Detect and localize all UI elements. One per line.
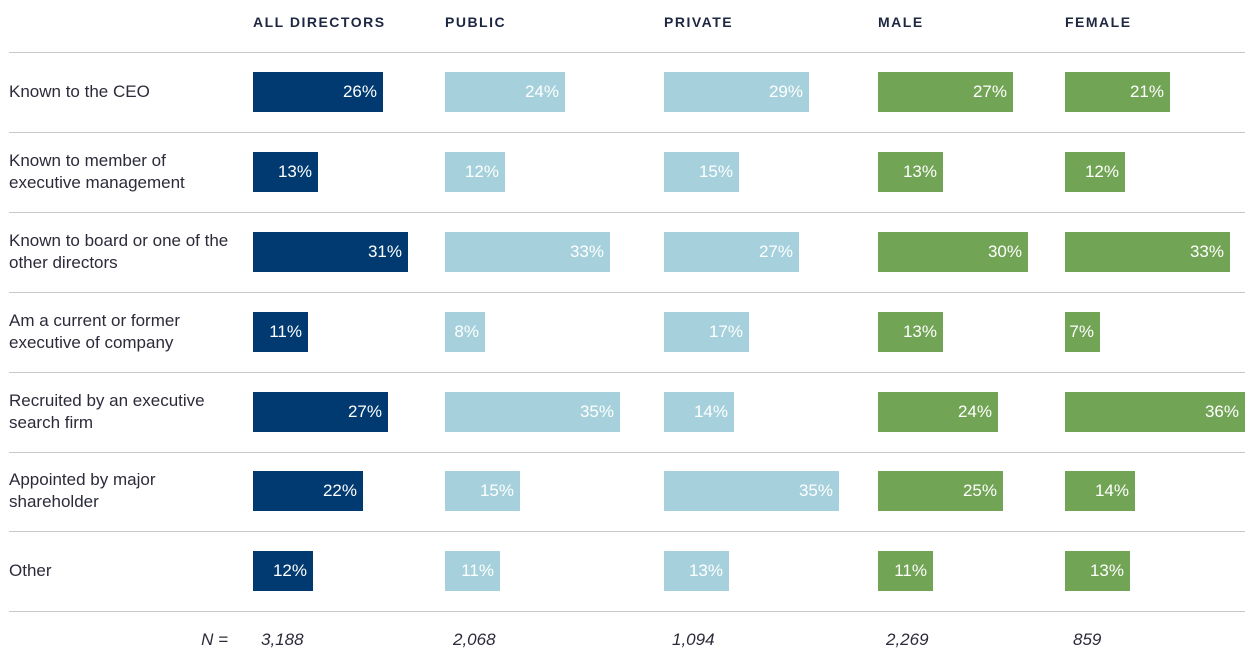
row-label: Known to board or one of the other direc…	[9, 230, 229, 272]
bar: 12%	[1065, 151, 1125, 192]
bar: 11%	[253, 311, 308, 352]
value-label: 13%	[902, 321, 937, 341]
value-label: 15%	[698, 161, 733, 181]
value-label: 13%	[1089, 561, 1124, 581]
value-label: 14%	[693, 401, 728, 421]
bar: 15%	[664, 151, 739, 192]
bar: 14%	[1065, 471, 1135, 512]
bar: 33%	[1065, 231, 1230, 272]
bar: 27%	[878, 71, 1013, 112]
value-label: 33%	[569, 241, 604, 261]
value-label: 27%	[758, 241, 793, 261]
value-label: 27%	[347, 401, 382, 421]
row-label: Am a current or former executive of comp…	[9, 310, 180, 352]
value-label: 7%	[1069, 321, 1094, 341]
bar: 35%	[664, 471, 839, 512]
value-label: 11%	[269, 321, 302, 341]
value-label: 27%	[972, 81, 1007, 101]
separator	[9, 371, 1245, 373]
bar: 12%	[253, 551, 313, 592]
footer-label: N =	[201, 630, 228, 649]
value-label: 21%	[1129, 81, 1164, 101]
value-label: 17%	[708, 321, 743, 341]
value-label: 25%	[962, 481, 997, 501]
row-label: Known to the CEO	[9, 81, 150, 101]
separator	[9, 611, 1245, 613]
row-label: Recruited by an executive search firm	[9, 390, 205, 432]
row-label: Appointed by major shareholder	[9, 470, 156, 512]
bar: 35%	[445, 391, 620, 432]
bar: 30%	[878, 231, 1028, 272]
value-label: 29%	[768, 81, 803, 101]
bar: 33%	[445, 231, 610, 272]
value-label: 13%	[902, 161, 937, 181]
value-label: 12%	[1084, 161, 1119, 181]
value-label: 11%	[894, 561, 927, 581]
value-label: 26%	[342, 81, 377, 101]
value-label: 36%	[1204, 401, 1239, 421]
value-label: 12%	[272, 561, 307, 581]
value-label: 24%	[524, 81, 559, 101]
separator	[9, 451, 1245, 453]
separator	[9, 52, 1245, 53]
column-header: MALE	[878, 14, 924, 30]
column-header: PRIVATE	[664, 14, 734, 30]
value-label: 14%	[1094, 481, 1129, 501]
bar: 27%	[664, 231, 799, 272]
footer-value: 3,188	[261, 630, 304, 649]
bar: 21%	[1065, 71, 1170, 112]
column-header: FEMALE	[1065, 14, 1132, 30]
column-header: ALL DIRECTORS	[253, 14, 386, 30]
bar: 13%	[664, 551, 729, 592]
value-label: 31%	[367, 241, 402, 261]
bar: 14%	[664, 391, 734, 432]
bar: 27%	[253, 391, 388, 432]
bar: 29%	[664, 71, 809, 112]
separator	[9, 211, 1245, 213]
bar: 36%	[1065, 391, 1245, 432]
value-label: 35%	[579, 401, 614, 421]
bar: 11%	[878, 551, 933, 592]
bar: 26%	[253, 71, 383, 112]
value-label: 33%	[1189, 241, 1224, 261]
footer-value: 2,269	[886, 630, 929, 649]
row-label: Known to member of executive management	[9, 150, 185, 192]
value-label: 24%	[957, 401, 992, 421]
bar: 13%	[253, 151, 318, 192]
column-header: PUBLIC	[445, 14, 507, 30]
value-label: 12%	[464, 161, 499, 181]
footer-value: 859	[1073, 630, 1102, 649]
bar: 15%	[445, 471, 520, 512]
bar: 13%	[1065, 551, 1130, 592]
bar: 24%	[878, 391, 998, 432]
value-label: 11%	[461, 561, 494, 581]
value-label: 15%	[479, 481, 514, 501]
bar: 8%	[445, 311, 485, 352]
value-label: 13%	[688, 561, 723, 581]
footer-value: 1,094	[672, 630, 715, 649]
bar: 11%	[445, 551, 500, 592]
bar: 22%	[253, 471, 363, 512]
bar: 12%	[445, 151, 505, 192]
separator	[9, 291, 1245, 293]
value-label: 30%	[987, 241, 1022, 261]
value-label: 8%	[454, 321, 479, 341]
row-label: Other	[9, 561, 52, 581]
bar: 13%	[878, 311, 943, 352]
value-label: 22%	[322, 481, 357, 501]
separator	[9, 131, 1245, 133]
bar: 17%	[664, 311, 749, 352]
bar: 7%	[1065, 311, 1100, 352]
footer-value: 2,068	[453, 630, 496, 649]
bar: 25%	[878, 471, 1003, 512]
bar: 31%	[253, 231, 408, 272]
bar: 13%	[878, 151, 943, 192]
bar: 24%	[445, 71, 565, 112]
value-label: 35%	[798, 481, 833, 501]
separator	[9, 531, 1245, 533]
value-label: 13%	[277, 161, 312, 181]
